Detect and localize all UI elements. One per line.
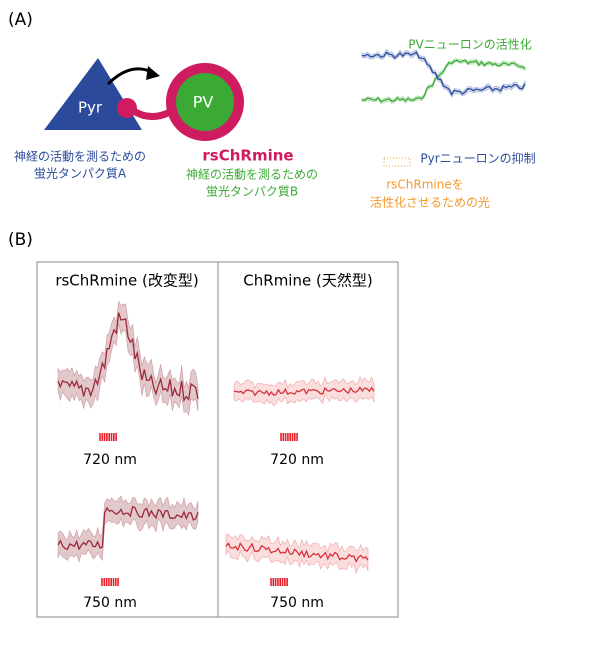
light-text: rsChRmineを <box>386 178 464 192</box>
trace <box>57 312 199 403</box>
trace <box>225 541 369 563</box>
pyr-triangle <box>44 58 142 130</box>
sensor-b: 蛍光タンパク質B <box>206 184 298 199</box>
trace-band <box>361 58 526 105</box>
terminal <box>117 98 137 118</box>
trace <box>57 505 199 551</box>
panel-label: (B) <box>8 230 33 250</box>
sensor-a: 蛍光タンパク質A <box>34 166 127 181</box>
light-bar <box>383 157 411 167</box>
column-header: ChRmine (天然型) <box>243 272 372 290</box>
wavelength: 750 nm <box>270 595 324 611</box>
column-header: rsChRmine (改変型) <box>55 272 198 290</box>
wavelength: 750 nm <box>83 595 137 611</box>
trace <box>361 51 526 96</box>
pv-label: PV <box>193 93 214 112</box>
trace-band <box>57 300 199 417</box>
wavelength: 720 nm <box>83 452 137 468</box>
wavelength: 720 nm <box>270 452 324 468</box>
opsin: rsChRmine <box>202 147 293 165</box>
light-text: 活性化させるための光 <box>370 196 490 210</box>
trace <box>233 386 375 397</box>
pyr-label: Pyr <box>78 99 103 117</box>
arrow <box>106 67 153 86</box>
pyr-inhibition: Pyrニューロンの抑制 <box>420 151 535 166</box>
trace-band <box>225 533 369 575</box>
trace-band <box>57 495 199 563</box>
sensor-a: 神経の活動を測るための <box>14 150 146 164</box>
panel-label: (A) <box>8 10 33 30</box>
synapse <box>130 107 172 120</box>
sensor-b: 神経の活動を測るための <box>186 168 318 182</box>
trace-band <box>233 376 375 407</box>
arrow-head <box>146 66 160 80</box>
trace <box>361 59 526 103</box>
pv-cell <box>166 63 244 141</box>
pv-activation: PVニューロンの活性化 <box>408 38 531 52</box>
